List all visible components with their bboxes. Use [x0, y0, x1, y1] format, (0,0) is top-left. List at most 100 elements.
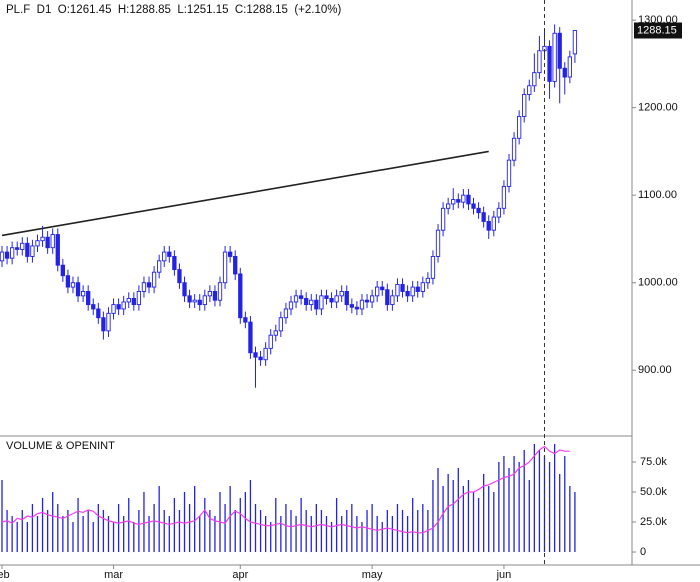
candle-body [375, 286, 380, 297]
candle-body [50, 234, 55, 249]
candle-body [380, 286, 385, 291]
volume-plot [1, 443, 576, 553]
candle-body [80, 291, 86, 297]
candle-body [324, 295, 329, 299]
candle-body [116, 304, 121, 310]
candle-body [167, 251, 172, 257]
candle-body [557, 32, 562, 69]
candle-body [35, 240, 40, 247]
candle-body [359, 299, 365, 310]
candle-body [227, 251, 233, 257]
last-price-label: 1288.15 [637, 24, 677, 36]
candle-body [440, 207, 446, 231]
trendline [1, 150, 489, 237]
candle-body [283, 308, 289, 319]
candle-body [9, 247, 15, 259]
candle-body [187, 295, 192, 303]
candle-body [20, 242, 25, 250]
candle-body [451, 199, 456, 205]
candle-body [344, 291, 349, 306]
candle-body [405, 291, 410, 297]
candle-body [151, 271, 157, 288]
candle-body [314, 299, 319, 310]
candle-body [349, 304, 354, 308]
candle-body [91, 304, 96, 310]
candle-body [298, 295, 304, 299]
x-tick-label: jun [496, 569, 512, 581]
candle-body [446, 203, 451, 209]
candle-body [410, 286, 415, 297]
candle-body [126, 298, 131, 303]
candle-body [192, 299, 197, 303]
candle-body [268, 334, 273, 349]
candle-body [329, 298, 334, 303]
volume-tick-label: 0 [640, 546, 646, 558]
candle-body [273, 330, 278, 336]
candle-body [552, 32, 557, 82]
candle-body [172, 255, 177, 271]
candle-body [202, 295, 207, 306]
candle-body [385, 289, 390, 306]
candle-body [25, 242, 30, 257]
candle-body [425, 277, 431, 284]
candle-body [501, 185, 507, 209]
candle-body [506, 159, 512, 187]
candle-body [471, 203, 476, 209]
candle-body [222, 251, 228, 284]
candle-body [567, 56, 572, 78]
candle-body [278, 317, 283, 332]
candle-body [415, 286, 420, 292]
candle-body [435, 229, 441, 257]
candle-body [430, 255, 436, 279]
volume-panel-title: VOLUME & OPENINT [6, 440, 115, 452]
candle-body [157, 260, 162, 273]
candle-body [537, 50, 542, 74]
candle-body [354, 306, 360, 310]
candle-body [527, 85, 532, 95]
candle-body [243, 317, 248, 323]
candle-body [258, 356, 263, 361]
candle-body [395, 284, 400, 297]
candle-body [562, 67, 567, 78]
candle-body [334, 295, 339, 303]
price-plot [0, 24, 578, 388]
candle-body [456, 199, 461, 203]
x-tick-label: apr [232, 569, 248, 581]
candle-body [96, 308, 101, 319]
candle-body [572, 30, 578, 55]
candle-body [420, 282, 425, 292]
candle-body [476, 207, 481, 214]
candle-body [40, 236, 45, 242]
candle-body [30, 245, 35, 257]
x-tick-label: mar [104, 569, 123, 581]
candle-body [263, 347, 268, 361]
volume-tick-label: 75.0k [640, 456, 667, 468]
candle-body [238, 273, 243, 319]
candle-body [0, 251, 5, 262]
candle-body [131, 298, 136, 306]
candle-body [364, 299, 370, 303]
candle-body [197, 299, 202, 306]
candle-body [86, 291, 91, 306]
candle-body [461, 194, 466, 203]
candle-body [121, 301, 126, 310]
x-tick-label: may [362, 569, 383, 581]
candle-body [304, 298, 309, 306]
y-tick-label: 900.00 [638, 364, 672, 376]
candle-body [293, 295, 299, 303]
candle-body [486, 220, 491, 231]
candle-body [177, 269, 182, 284]
candle-body [106, 312, 111, 332]
candle-body [233, 255, 238, 275]
candle-body [136, 291, 142, 306]
candle-body [253, 352, 258, 358]
candle-body [141, 282, 147, 292]
candle-body [466, 194, 471, 205]
y-tick-label: 1100.00 [638, 189, 677, 201]
candle-body [182, 282, 187, 297]
candle-body [55, 234, 60, 266]
candle-body [75, 282, 81, 297]
candle-body [217, 282, 223, 301]
candle-body [45, 236, 50, 249]
